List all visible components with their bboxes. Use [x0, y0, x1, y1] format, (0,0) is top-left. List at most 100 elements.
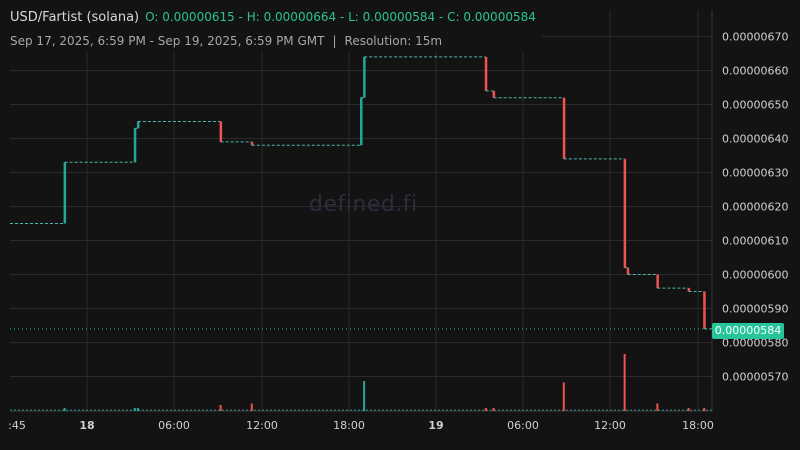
- volume-baseline-bar: [346, 409, 348, 411]
- volume-baseline-bar: [154, 409, 156, 411]
- volume-baseline-bar: [138, 409, 140, 411]
- volume-baseline-bar: [26, 409, 28, 411]
- volume-baseline-bar: [206, 409, 208, 411]
- legend-separator: |: [332, 34, 337, 48]
- volume-baseline-bar: [434, 409, 436, 411]
- volume-baseline-bar: [670, 409, 672, 411]
- candle-body: [562, 97, 566, 159]
- y-tick-label: 0.00000570: [722, 371, 788, 384]
- volume-baseline-bar: [666, 409, 668, 411]
- volume-baseline-bar: [486, 409, 488, 411]
- volume-baseline-bar: [370, 409, 372, 411]
- volume-baseline-bar: [110, 409, 112, 411]
- candle-body: [687, 288, 691, 292]
- volume-baseline-bar: [122, 409, 124, 411]
- y-tick-label: 0.00000650: [722, 99, 788, 112]
- last-price-badge: 0.00000584: [712, 323, 784, 339]
- y-tick-label: 0.00000620: [722, 201, 788, 214]
- x-tick-label: 06:00: [507, 419, 539, 432]
- volume-baseline-bar: [542, 409, 544, 411]
- volume-baseline-bar: [74, 409, 76, 411]
- volume-baseline-bar: [234, 409, 236, 411]
- x-tick-label: 18: [79, 419, 94, 432]
- volume-baseline-bar: [430, 409, 432, 411]
- volume-baseline-bar: [274, 409, 276, 411]
- y-tick-label: 0.00000590: [722, 303, 788, 316]
- volume-baseline-bar: [414, 409, 416, 411]
- volume-baseline-bar: [630, 409, 632, 411]
- resolution-label: Resolution: 15m: [344, 34, 443, 48]
- volume-baseline-bar: [658, 409, 660, 411]
- volume-baseline-bar: [526, 409, 528, 411]
- volume-baseline-bar: [366, 409, 368, 411]
- volume-baseline-bar: [202, 409, 204, 411]
- volume-baseline-bar: [654, 409, 656, 411]
- y-tick-label: 0.00000630: [722, 167, 788, 180]
- candle-body: [250, 141, 254, 146]
- volume-baseline-bar: [590, 409, 592, 411]
- volume-baseline-bar: [222, 409, 224, 411]
- volume-baseline-bar: [378, 409, 380, 411]
- volume-baseline-bar: [158, 409, 160, 411]
- volume-baseline-bar: [190, 409, 192, 411]
- volume-baseline-bar: [710, 409, 712, 411]
- y-tick-label: 0.00000610: [722, 235, 788, 248]
- volume-baseline-bar: [358, 409, 360, 411]
- volume-baseline-bar: [622, 409, 624, 411]
- volume-baseline-bar: [450, 409, 452, 411]
- ohlc-values: O: 0.00000615 - H: 0.00000664 - L: 0.000…: [145, 10, 536, 24]
- volume-baseline-bar: [678, 409, 680, 411]
- volume-baseline-bar: [610, 409, 612, 411]
- y-tick-label: 0.00000640: [722, 133, 788, 146]
- volume-baseline-bar: [406, 409, 408, 411]
- y-tick-label: 0.00000660: [722, 65, 788, 78]
- volume-baseline-bar: [166, 409, 168, 411]
- y-tick-label: 0.00000670: [722, 31, 788, 44]
- volume-baseline-bar: [102, 409, 104, 411]
- volume-baseline-bar: [574, 409, 576, 411]
- volume-baseline-bar: [606, 409, 608, 411]
- volume-baseline-bar: [58, 409, 60, 411]
- volume-baseline-bar: [114, 409, 116, 411]
- volume-bar: [703, 408, 706, 411]
- volume-bar: [623, 354, 626, 411]
- volume-baseline-bar: [490, 409, 492, 411]
- volume-baseline-bar: [582, 409, 584, 411]
- volume-baseline-bar: [706, 409, 708, 411]
- pair-name: USD/Fartist (solana): [10, 10, 140, 25]
- volume-baseline-bar: [394, 409, 396, 411]
- volume-baseline-bar: [210, 409, 212, 411]
- volume-bar: [687, 408, 690, 411]
- volume-baseline-bar: [318, 409, 320, 411]
- y-tick-label: 0.00000600: [722, 269, 788, 282]
- volume-baseline-bar: [614, 409, 616, 411]
- volume-baseline-bar: [570, 409, 572, 411]
- volume-baseline-bar: [482, 409, 484, 411]
- volume-baseline-bar: [10, 409, 12, 411]
- chart-legend: USD/Fartist (solana) O: 0.00000615 - H: 0…: [10, 10, 542, 51]
- volume-baseline-bar: [294, 409, 296, 411]
- volume-baseline-bar: [46, 409, 48, 411]
- volume-baseline-bar: [502, 409, 504, 411]
- volume-baseline-bar: [106, 409, 108, 411]
- volume-baseline-bar: [118, 409, 120, 411]
- x-tick-label: 12:00: [246, 419, 278, 432]
- volume-bar: [136, 408, 139, 411]
- volume-baseline-bar: [702, 409, 704, 411]
- volume-baseline-bar: [298, 409, 300, 411]
- volume-baseline-bar: [302, 409, 304, 411]
- volume-baseline-bar: [54, 409, 56, 411]
- volume-baseline-bar: [22, 409, 24, 411]
- volume-baseline-bar: [458, 409, 460, 411]
- watermark: defined.fi: [309, 192, 418, 217]
- volume-baseline-bar: [354, 409, 356, 411]
- volume-baseline-bar: [82, 409, 84, 411]
- x-tick-label: 18:00: [682, 419, 714, 432]
- candle-body: [623, 158, 627, 268]
- volume-baseline-bar: [578, 409, 580, 411]
- volume-baseline-bar: [198, 409, 200, 411]
- volume-baseline-bar: [362, 409, 364, 411]
- volume-baseline-bar: [194, 409, 196, 411]
- volume-baseline-bar: [314, 409, 316, 411]
